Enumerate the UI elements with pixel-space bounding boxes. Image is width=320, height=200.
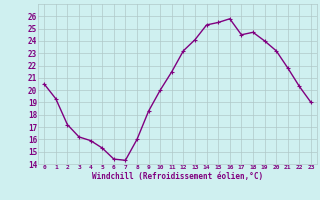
X-axis label: Windchill (Refroidissement éolien,°C): Windchill (Refroidissement éolien,°C) bbox=[92, 172, 263, 181]
